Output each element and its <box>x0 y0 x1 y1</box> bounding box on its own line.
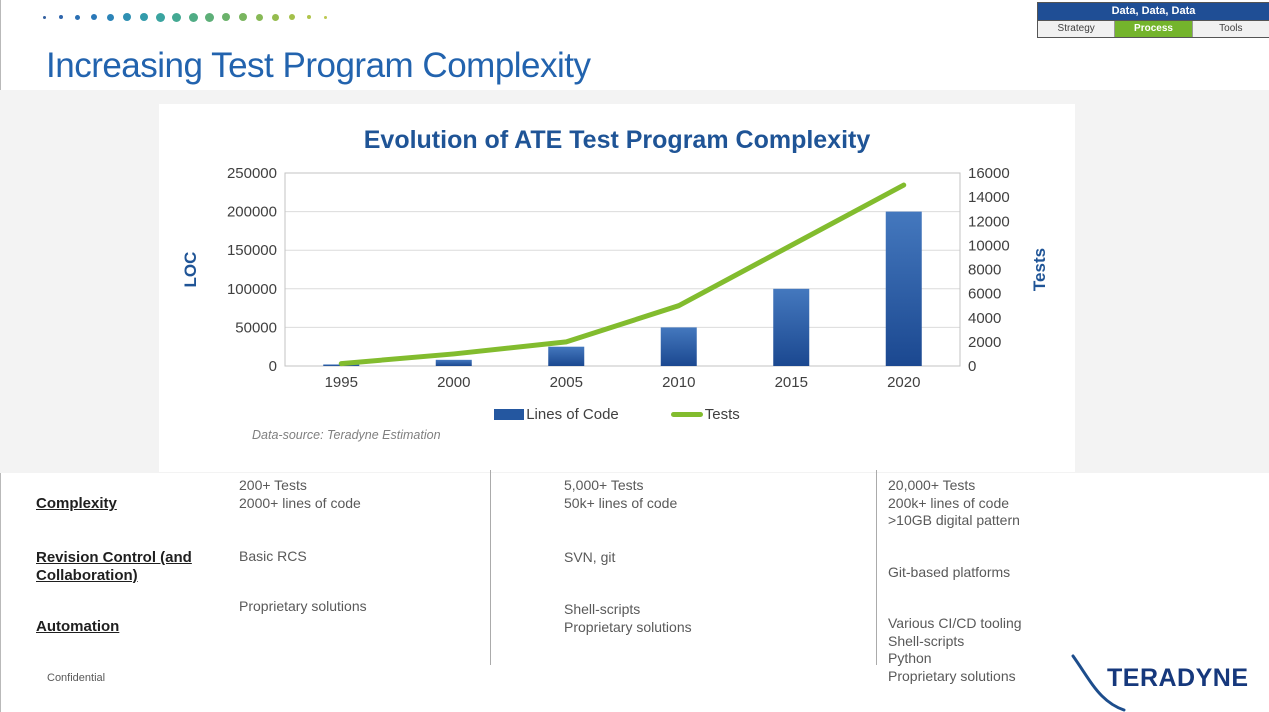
tests-line <box>338 182 907 367</box>
legend-item-tests: Tests <box>670 406 740 423</box>
legend-item-lines-of-code: Lines of Code <box>494 406 619 423</box>
dot-icon <box>172 12 181 22</box>
bar-2010 <box>660 327 697 366</box>
dot-icon <box>139 13 148 21</box>
cell-revision-era3: Git-based platforms <box>888 564 1011 580</box>
page-title: Increasing Test Program Complexity <box>46 46 591 85</box>
dot-icon <box>306 15 311 19</box>
dot-icon <box>155 12 165 22</box>
x-axis-label: 1995 <box>325 374 358 391</box>
right-axis-tick: 16000 <box>968 165 1010 182</box>
right-axis-tick: 10000 <box>968 237 1010 254</box>
dot-icon <box>59 15 63 19</box>
right-axis-tick: 14000 <box>968 189 1010 206</box>
x-axis-label: 2020 <box>887 374 920 391</box>
complexity-chart: Evolution of ATE Test Program Complexity… <box>159 104 1075 472</box>
teradyne-logo: TERADYNE <box>1107 664 1249 692</box>
confidential-label: Confidential <box>47 672 106 684</box>
cell-automation-era3: Various CI/CD tooling Shell-scripts Pyth… <box>888 615 1022 684</box>
plot-border <box>284 172 961 367</box>
tab-process[interactable]: Process <box>1115 21 1193 37</box>
column-divider <box>490 470 491 665</box>
tab-strategy[interactable]: Strategy <box>1038 21 1116 37</box>
right-axis-tick: 12000 <box>968 213 1010 230</box>
teradyne-swoosh-icon <box>1071 654 1126 712</box>
right-axis-tick: 6000 <box>968 286 1001 303</box>
deck-section-tabs: Strategy Process Tools <box>1038 21 1269 37</box>
dot-icon <box>107 13 114 21</box>
deck-section-nav: Data, Data, Data Strategy Process Tools <box>1037 2 1269 38</box>
cell-complexity-era2: 5,000+ Tests 50k+ lines of code <box>564 477 678 511</box>
x-axis-label: 2015 <box>775 374 808 391</box>
cell-automation-era2: Shell-scripts Proprietary solutions <box>564 601 692 635</box>
column-divider <box>876 470 877 665</box>
dot-icon <box>272 13 279 21</box>
tab-tools[interactable]: Tools <box>1192 21 1269 37</box>
dot-icon <box>43 15 46 19</box>
left-axis-tick: 100000 <box>227 281 277 298</box>
chart-legend: Lines of Code Tests <box>159 406 1075 423</box>
dot-icon <box>238 13 247 21</box>
bar-2015 <box>773 288 810 366</box>
data-source-note: Data-source: Teradyne Estimation <box>252 428 441 442</box>
legend-label: Tests <box>704 406 740 423</box>
row-label-automation: Automation <box>36 618 120 635</box>
dot-icon <box>323 15 327 19</box>
bar-2000 <box>435 359 472 366</box>
x-axis-label: 2005 <box>550 374 583 391</box>
cell-revision-era1: Basic RCS <box>239 548 307 564</box>
dot-icon <box>255 13 263 21</box>
line-swatch-icon <box>670 412 703 417</box>
row-label-revision-control: Revision Control (and Collaboration) <box>36 549 192 584</box>
right-axis-tick: 0 <box>968 358 976 375</box>
right-axis-tick: 4000 <box>968 310 1001 327</box>
legend-label: Lines of Code <box>526 406 619 423</box>
dot-icon <box>75 14 80 20</box>
dot-icon <box>205 12 214 22</box>
chart-title: Evolution of ATE Test Program Complexity <box>363 126 871 154</box>
row-label-complexity: Complexity <box>36 495 117 512</box>
left-axis-tick: 150000 <box>227 242 277 259</box>
dot-icon <box>222 13 230 21</box>
deck-section-header: Data, Data, Data <box>1038 3 1269 21</box>
dot-icon <box>91 14 97 20</box>
dot-icon <box>188 12 198 22</box>
left-axis-tick: 250000 <box>227 165 277 182</box>
left-axis-tick: 50000 <box>235 319 277 336</box>
dot-icon <box>123 13 131 21</box>
cell-revision-era2: SVN, git <box>564 549 616 565</box>
left-axis-tick: 200000 <box>227 204 277 221</box>
right-axis-tick: 2000 <box>968 334 1001 351</box>
left-axis-title: LOC <box>181 252 200 288</box>
bar-2020 <box>885 211 922 366</box>
x-axis-label: 2010 <box>662 374 695 391</box>
bar-swatch-icon <box>494 409 525 420</box>
cell-complexity-era1: 200+ Tests 2000+ lines of code <box>239 477 361 511</box>
decorative-dots <box>40 8 350 26</box>
bar-2005 <box>548 346 585 366</box>
right-axis-tick: 8000 <box>968 262 1001 279</box>
cell-complexity-era3: 20,000+ Tests 200k+ lines of code >10GB … <box>888 477 1020 528</box>
right-axis-title: Tests <box>1030 248 1049 291</box>
left-axis-tick: 0 <box>269 358 277 375</box>
cell-automation-era1: Proprietary solutions <box>239 598 367 614</box>
chart-plot: 0 50000 100000 150000 200000 250000 0 2000 4000 6… <box>181 165 1049 391</box>
x-axis-label: 2000 <box>437 374 470 391</box>
dot-icon <box>289 14 295 20</box>
